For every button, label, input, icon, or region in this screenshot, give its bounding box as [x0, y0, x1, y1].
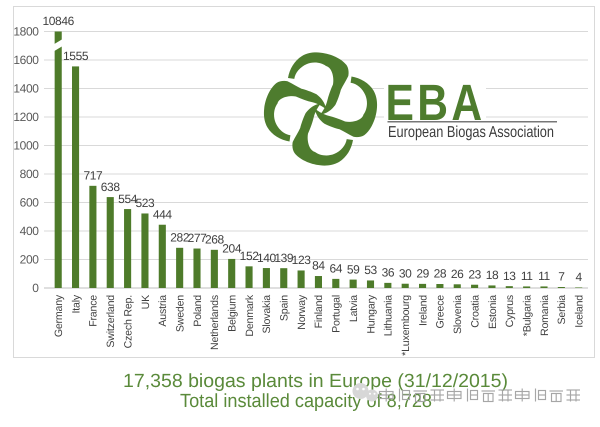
svg-text:UK: UK: [140, 295, 152, 309]
svg-text:53: 53: [364, 263, 377, 277]
svg-text:17,358 biogas plants in Europe: 17,358 biogas plants in Europe (31/12/20…: [123, 371, 508, 392]
svg-text:600: 600: [20, 196, 40, 210]
svg-text:Finland: Finland: [313, 295, 325, 329]
svg-text:7: 7: [558, 270, 565, 284]
svg-text:Portugal: Portugal: [331, 295, 343, 333]
svg-text:*Bulgaria: *Bulgaria: [522, 295, 534, 336]
svg-text:11: 11: [538, 269, 550, 283]
svg-text:Netherlands: Netherlands: [209, 295, 221, 350]
svg-text:140: 140: [257, 251, 277, 265]
svg-text:EBA: EBA: [386, 74, 486, 131]
svg-text:Germany: Germany: [53, 294, 65, 337]
svg-text:282: 282: [170, 231, 190, 245]
svg-text:18: 18: [486, 268, 499, 282]
svg-text:123: 123: [292, 253, 312, 267]
svg-text:Czech Rep.: Czech Rep.: [122, 295, 134, 348]
svg-text:Croatia: Croatia: [469, 295, 481, 328]
svg-text:Poland: Poland: [192, 295, 204, 327]
svg-text:36: 36: [382, 266, 395, 280]
svg-text:1400: 1400: [13, 82, 39, 96]
svg-text:444: 444: [153, 207, 173, 221]
svg-text:1555: 1555: [63, 49, 89, 63]
svg-text:Slovakia: Slovakia: [261, 295, 273, 334]
svg-text:Switzerland: Switzerland: [105, 295, 117, 348]
svg-text:Estonia: Estonia: [487, 295, 499, 329]
svg-text:1000: 1000: [13, 139, 39, 153]
svg-text:717: 717: [83, 169, 103, 183]
svg-text:*Luxembourg: *Luxembourg: [400, 295, 412, 356]
svg-text:Cyprus: Cyprus: [504, 295, 516, 327]
svg-text:30: 30: [399, 266, 412, 280]
svg-text:Norway: Norway: [296, 294, 308, 330]
svg-text:29: 29: [416, 267, 429, 281]
svg-text:Hungary: Hungary: [365, 294, 377, 334]
svg-text:204: 204: [222, 242, 242, 256]
svg-text:200: 200: [20, 253, 40, 267]
svg-text:Romania: Romania: [539, 295, 551, 336]
svg-text:Serbia: Serbia: [556, 295, 568, 325]
svg-text:1200: 1200: [13, 110, 39, 124]
svg-text:523: 523: [135, 196, 155, 210]
svg-text:Spain: Spain: [279, 295, 291, 321]
svg-text:59: 59: [347, 262, 360, 276]
svg-text:France: France: [88, 295, 100, 327]
svg-text:400: 400: [20, 224, 40, 238]
svg-text:European Biogas Association: European Biogas Association: [388, 124, 554, 141]
svg-text:28: 28: [434, 267, 447, 281]
svg-text:277: 277: [188, 231, 208, 245]
svg-text:Lithuania: Lithuania: [383, 295, 395, 337]
svg-text:800: 800: [20, 167, 40, 181]
svg-text:554: 554: [118, 192, 138, 206]
svg-text:11: 11: [521, 269, 533, 283]
svg-text:Belgium: Belgium: [227, 295, 239, 332]
svg-text:Sweden: Sweden: [175, 295, 187, 332]
svg-text:Latvia: Latvia: [348, 295, 360, 322]
svg-text:4: 4: [576, 270, 583, 284]
svg-text:638: 638: [101, 180, 121, 194]
svg-text:1600: 1600: [13, 53, 39, 67]
svg-text:10846: 10846: [43, 14, 75, 28]
svg-text:Austria: Austria: [157, 295, 169, 327]
svg-text:152: 152: [240, 249, 260, 263]
svg-text:268: 268: [205, 233, 225, 247]
svg-text:13: 13: [503, 269, 516, 283]
svg-text:Slovenia: Slovenia: [452, 295, 464, 334]
svg-text:1800: 1800: [13, 25, 39, 39]
svg-text:0: 0: [32, 281, 39, 295]
svg-text:139: 139: [274, 251, 294, 265]
svg-text:Total installed capacity of 8,: Total installed capacity of 8,728: [180, 391, 432, 412]
svg-text:23: 23: [468, 267, 481, 281]
svg-text:Iceland: Iceland: [574, 295, 586, 328]
svg-text:Ireland: Ireland: [417, 295, 429, 326]
svg-text:Greece: Greece: [435, 295, 447, 329]
svg-text:26: 26: [451, 267, 464, 281]
svg-text:Italy: Italy: [70, 294, 82, 313]
svg-text:84: 84: [312, 259, 325, 273]
svg-text:64: 64: [330, 262, 343, 276]
svg-text:Denmark: Denmark: [244, 294, 256, 336]
